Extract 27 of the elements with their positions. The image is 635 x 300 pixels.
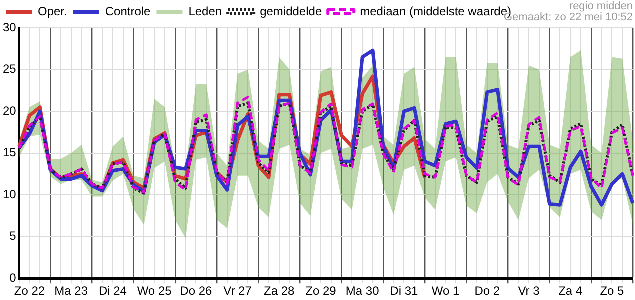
y-tick-label: 0: [10, 270, 17, 285]
x-tick-label: Za 28: [264, 284, 296, 298]
x-tick-label: Do 26: [180, 284, 212, 298]
x-tick-label: Di 31: [390, 284, 419, 298]
x-tick-label: Zo 5: [600, 284, 625, 298]
x-tick-label: Do 2: [474, 284, 500, 298]
legend-label: Controle: [105, 4, 152, 18]
x-tick-label: Vr 27: [224, 284, 252, 298]
x-tick-label: Wo 25: [137, 284, 172, 298]
legend-label: Oper.: [38, 4, 68, 18]
x-tick-label: Vr 3: [518, 284, 540, 298]
legend-label: Leden: [188, 4, 222, 18]
x-tick-label: Di 24: [98, 284, 128, 298]
y-tick-label: 15: [2, 146, 17, 160]
x-tick-label: Zo 22: [14, 284, 46, 298]
y-tick-label: 5: [10, 229, 17, 244]
x-tick-label: Ma 23: [54, 284, 88, 298]
y-tick-label: 20: [2, 104, 17, 118]
x-tick-label: Za 4: [558, 284, 583, 298]
y-tick-label: 10: [2, 187, 17, 202]
x-tick-label: Wo 1: [432, 284, 460, 298]
text: regio midden: [569, 0, 633, 13]
y-tick-label: 30: [2, 20, 17, 34]
y-tick-label: 25: [2, 62, 17, 76]
legend-label: gemiddelde: [260, 4, 322, 18]
x-tick-label: Zo 29: [306, 284, 337, 298]
x-tick-label: Ma 30: [346, 284, 380, 298]
